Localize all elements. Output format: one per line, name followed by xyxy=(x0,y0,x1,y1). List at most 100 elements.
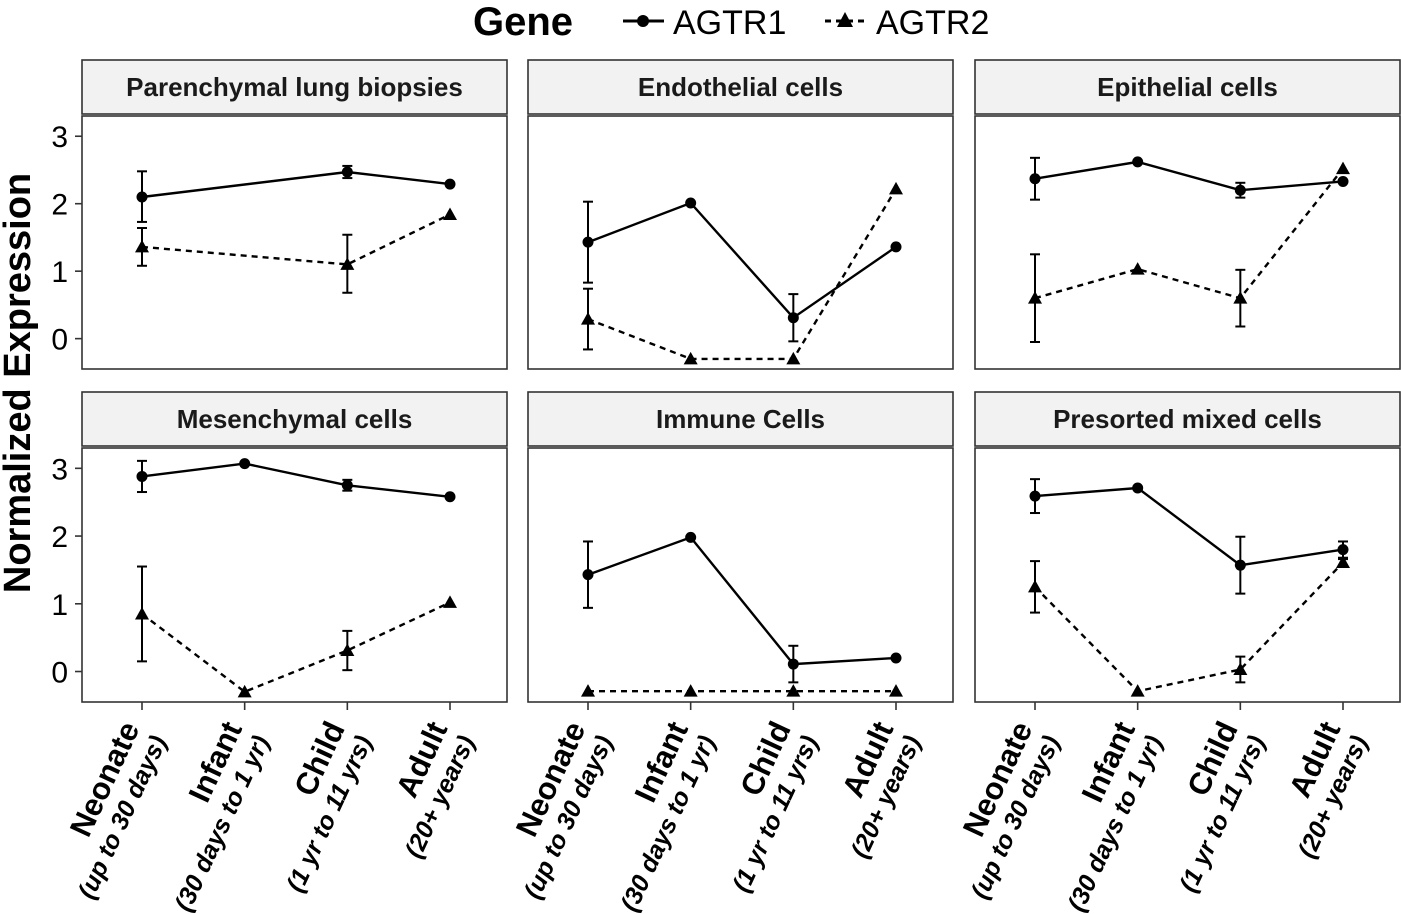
x-tick-label: Adult(20+ years) xyxy=(367,716,481,862)
plot-area xyxy=(81,447,508,703)
series-line-agtr1 xyxy=(141,462,451,498)
series-agtr1 xyxy=(136,164,456,223)
series-line-agtr2 xyxy=(1034,561,1344,693)
data-point-agtr1 xyxy=(341,479,353,491)
data-point-agtr2 xyxy=(786,351,801,365)
panel-endothelial-cells: Endothelial cells xyxy=(527,59,954,370)
panel-strip xyxy=(81,391,508,447)
data-point-agtr1 xyxy=(1132,156,1144,168)
data-point-agtr1 xyxy=(890,652,902,664)
plot-area xyxy=(974,447,1401,703)
y-axis-label: Normalized Expression xyxy=(0,173,39,593)
series-line-agtr2 xyxy=(587,188,898,361)
series-agtr2 xyxy=(135,565,457,698)
legend: Gene AGTR1 AGTR2 xyxy=(473,0,989,44)
data-point-agtr2 xyxy=(1130,262,1145,275)
data-point-agtr2 xyxy=(889,684,903,697)
data-point-agtr1 xyxy=(444,491,456,503)
x-tick-label: Adult(20+ years) xyxy=(813,716,927,862)
series-agtr2 xyxy=(1028,161,1350,344)
y-tick-label: 3 xyxy=(51,121,68,154)
data-point-agtr2 xyxy=(1130,684,1145,697)
y-tick-label: 0 xyxy=(51,657,68,690)
data-point-agtr2 xyxy=(786,684,801,697)
data-point-agtr1 xyxy=(1029,173,1041,185)
panel-parenchymal-lung-biopsies: Parenchymal lung biopsies 0 1 2 3 xyxy=(51,59,508,370)
data-point-agtr1 xyxy=(1234,559,1246,571)
series-line-agtr1 xyxy=(1034,160,1344,192)
panel-mesenchymal-cells: Mesenchymal cells 0 1 2 3 Neonate(up to 30 da… xyxy=(51,391,508,914)
legend-title: Gene xyxy=(473,0,573,44)
plot-area xyxy=(527,115,954,370)
series-agtr2 xyxy=(581,684,903,697)
data-point-agtr2 xyxy=(1233,662,1248,675)
y-tick-label: 1 xyxy=(51,256,68,289)
panel-title: Epithelial cells xyxy=(1097,72,1278,102)
x-tick-label: Adult(20+ years) xyxy=(1260,716,1374,862)
panel-title: Endothelial cells xyxy=(638,72,843,102)
x-tick-label: Neonate(up to 30 days) xyxy=(486,716,619,903)
data-point-agtr1 xyxy=(1337,544,1349,556)
series-agtr2 xyxy=(135,207,457,294)
panel-title: Parenchymal lung biopsies xyxy=(126,72,463,102)
data-point-agtr2 xyxy=(683,684,698,697)
data-point-agtr1 xyxy=(239,458,251,470)
panel-presorted-mixed-cells: Presorted mixed cells Neonate(up to 30 da… xyxy=(933,391,1401,914)
data-point-agtr2 xyxy=(1336,161,1350,175)
data-point-agtr2 xyxy=(443,595,457,608)
plot-area xyxy=(974,115,1401,370)
panel-strip xyxy=(974,391,1401,447)
data-point-agtr1 xyxy=(444,178,456,190)
data-point-agtr2 xyxy=(581,684,595,697)
panel-title: Presorted mixed cells xyxy=(1053,404,1322,434)
y-tick-label: 2 xyxy=(51,521,68,554)
data-point-agtr1 xyxy=(136,470,148,482)
data-point-agtr1 xyxy=(582,236,594,248)
data-point-agtr1 xyxy=(1337,175,1349,187)
panel-strip xyxy=(527,391,954,447)
y-tick-label: 3 xyxy=(51,453,68,486)
series-line-agtr1 xyxy=(1034,486,1344,567)
data-point-agtr2 xyxy=(581,312,595,325)
data-point-agtr1 xyxy=(582,569,594,581)
data-point-agtr2 xyxy=(1028,291,1042,304)
data-point-agtr1 xyxy=(685,197,697,209)
series-agtr2 xyxy=(1028,555,1350,697)
data-point-agtr2 xyxy=(340,643,355,657)
data-point-agtr2 xyxy=(340,257,355,270)
series-agtr1 xyxy=(582,531,902,684)
legend-key-agtr1-marker xyxy=(637,15,649,27)
data-point-agtr2 xyxy=(135,239,149,253)
data-point-agtr1 xyxy=(1234,184,1246,196)
legend-label-agtr2: AGTR2 xyxy=(876,4,989,42)
x-tick-label: Neonate(up to 30 days) xyxy=(933,716,1066,903)
data-point-agtr1 xyxy=(136,191,148,203)
panel-strip xyxy=(81,59,508,115)
data-point-agtr1 xyxy=(1132,482,1144,494)
data-point-agtr2 xyxy=(135,606,149,620)
data-point-agtr1 xyxy=(1029,490,1041,502)
y-tick-label: 0 xyxy=(51,324,68,357)
data-point-agtr1 xyxy=(787,658,799,670)
y-tick-label: 1 xyxy=(51,589,68,622)
legend-key-agtr1 xyxy=(623,15,664,27)
data-point-agtr2 xyxy=(443,207,457,221)
plot-area xyxy=(81,115,508,370)
data-point-agtr2 xyxy=(1028,579,1042,593)
series-agtr1 xyxy=(1029,478,1349,595)
data-point-agtr2 xyxy=(1336,555,1350,568)
panel-strip xyxy=(974,59,1401,115)
data-point-agtr2 xyxy=(1233,291,1248,304)
series-line-agtr1 xyxy=(587,535,897,666)
data-point-agtr1 xyxy=(341,166,353,178)
data-point-agtr1 xyxy=(685,531,697,543)
panel-title: Mesenchymal cells xyxy=(177,404,413,434)
data-point-agtr1 xyxy=(787,312,799,324)
series-agtr1 xyxy=(136,458,456,503)
panel-title: Immune Cells xyxy=(656,404,825,434)
data-point-agtr2 xyxy=(683,351,698,365)
legend-key-agtr2-marker xyxy=(837,12,853,27)
series-agtr1 xyxy=(582,197,902,343)
series-line-agtr2 xyxy=(141,213,451,266)
